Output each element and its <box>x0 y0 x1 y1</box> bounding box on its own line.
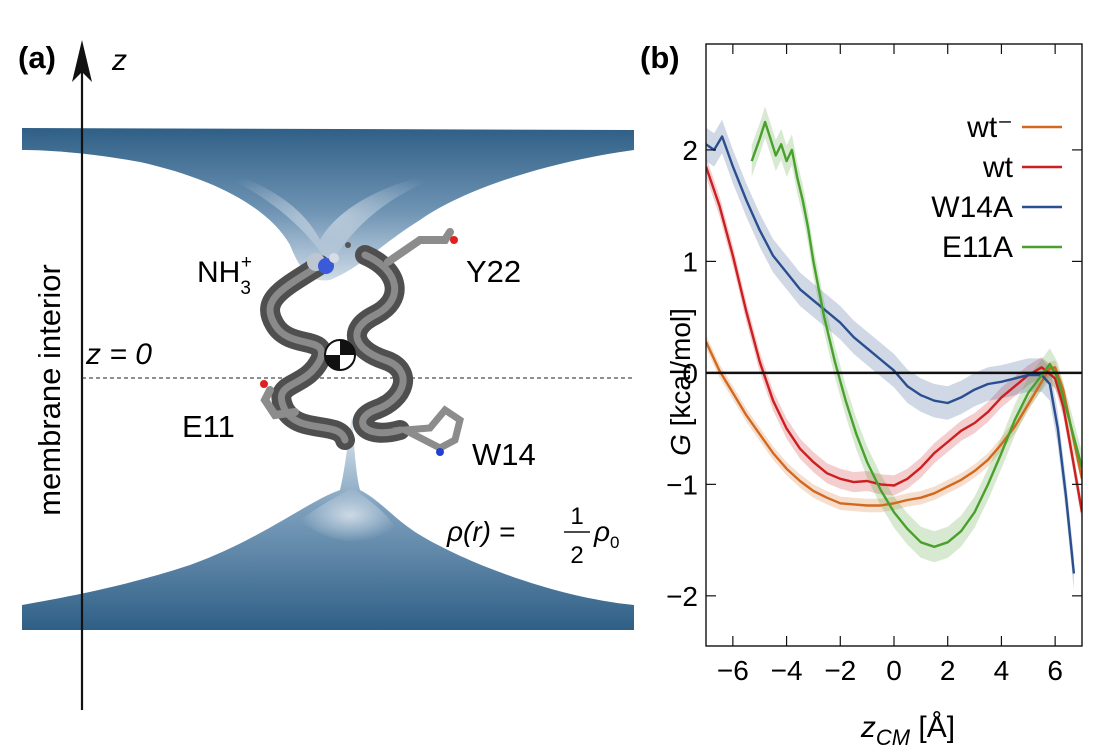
legend-label-w14a: W14A <box>931 191 1013 224</box>
x-axis-title-unit: [Å] <box>910 711 955 744</box>
legend-label-e11a: E11A <box>942 231 1013 264</box>
nh3-label: NH3 + <box>197 252 252 299</box>
x-axis-title-sub: CM <box>876 725 911 748</box>
x-tick-label: −2 <box>824 655 856 686</box>
x-tick-label: −4 <box>771 655 803 686</box>
nh3-label-base: NH <box>197 256 240 289</box>
center-of-mass-icon <box>324 339 356 371</box>
e11-label: E11 <box>182 409 235 444</box>
panel-a-label: (a) <box>18 40 56 75</box>
y22-label: Y22 <box>466 254 521 289</box>
nh3-label-sup: + <box>241 252 252 273</box>
w14-label: W14 <box>472 437 536 472</box>
density-numerator: 1 <box>570 503 583 530</box>
plot-bands <box>706 106 1082 591</box>
series-band-wt <box>706 156 1082 523</box>
x-tick-label: 4 <box>994 655 1010 686</box>
z0-label: z = 0 <box>85 338 152 371</box>
plot-lines <box>706 120 1082 574</box>
density-lhs: ρ(r) = <box>446 516 515 547</box>
series-line-w14a <box>706 135 1076 574</box>
density-rhs-sub: 0 <box>610 533 619 552</box>
series-band-e11a <box>751 106 1082 563</box>
z-axis-arrowhead <box>72 40 92 82</box>
y-tick-label: 1 <box>682 246 698 277</box>
panel-b-label: (b) <box>640 40 680 75</box>
y-tick-label: −2 <box>666 581 698 612</box>
y-axis-title: G [kcal/mol] <box>665 308 696 456</box>
density-rhs-symbol: ρ <box>593 516 610 547</box>
legend-label-wt: wt⁻ <box>966 111 1013 144</box>
nh3-group <box>307 242 351 274</box>
z-axis-label: z <box>111 44 127 77</box>
y-tick-label: 0 <box>682 358 698 389</box>
y-tick-label: 2 <box>682 135 698 166</box>
series-line-e11a <box>750 120 1082 548</box>
x-axis-title: zCM [Å] <box>860 711 955 748</box>
series-line-wt <box>706 341 1082 507</box>
plot-axes: −6 −4 −2 0 2 4 6 −2 −1 0 1 2 <box>666 43 1083 686</box>
x-tick-label: −6 <box>717 655 749 686</box>
y-axis-title-unit: [kcal/mol] <box>665 308 696 434</box>
density-rhs: ρ0 <box>593 516 620 552</box>
x-tick-label: 2 <box>940 655 956 686</box>
series-band-w14a <box>706 119 1074 591</box>
membrane-interior-label: membrane interior <box>32 264 67 516</box>
membrane-bottom-highlight <box>300 488 400 543</box>
legend: wt⁻ wt W14A E11A <box>931 111 1062 264</box>
y-tick-label: −1 <box>666 469 698 500</box>
x-axis-title-var: z <box>860 711 876 744</box>
legend-label-wt: wt <box>982 151 1014 184</box>
density-formula: ρ(r) = 1 2 ρ0 <box>446 503 620 569</box>
helix-ribbon <box>260 245 414 450</box>
z0-label-text: z = 0 <box>85 338 152 371</box>
membrane-top-highlight <box>200 165 460 265</box>
side-chains <box>260 228 464 456</box>
nh3-label-sub: 3 <box>240 278 251 299</box>
panel-a: (a) z membrane interior z = 0 <box>18 40 634 710</box>
series-line-wt <box>706 166 1082 513</box>
membrane-top-surface <box>22 128 634 281</box>
y-axis-title-var: G <box>665 434 696 456</box>
x-tick-label: 0 <box>886 655 902 686</box>
panel-b: (b) −6 −4 −2 0 2 4 6 −2 −1 0 1 2 wt⁻ wt W14A E11A G [k… <box>640 40 1083 748</box>
x-tick-label: 6 <box>1047 655 1063 686</box>
density-denominator: 2 <box>570 542 583 569</box>
